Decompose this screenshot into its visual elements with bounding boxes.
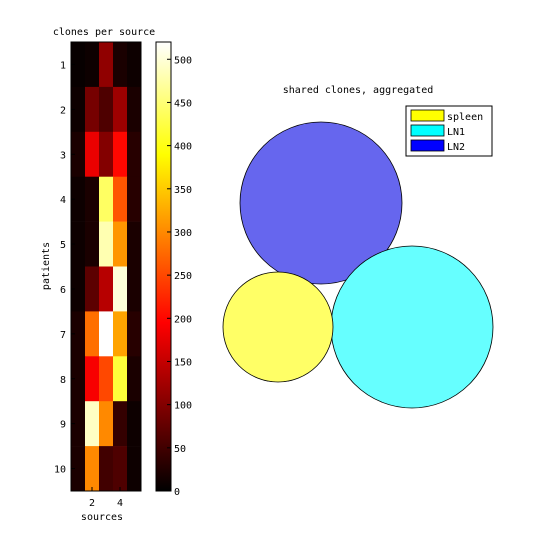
heatmap-cell bbox=[127, 311, 142, 357]
heatmap-cell bbox=[113, 356, 128, 402]
y-tick-label: 1 bbox=[60, 60, 66, 71]
venn-title: shared clones, aggregated bbox=[283, 85, 434, 96]
heatmap-cell bbox=[127, 176, 142, 222]
heatmap-cell bbox=[113, 311, 128, 357]
heatmap-cell bbox=[71, 446, 86, 492]
heatmap-cell bbox=[127, 86, 142, 133]
y-tick-label: 6 bbox=[60, 285, 66, 296]
heatmap-cell bbox=[127, 266, 142, 312]
legend-swatch-ln2 bbox=[410, 139, 445, 152]
colorbar-tick-label: 350 bbox=[174, 185, 192, 196]
heatmap-cell bbox=[127, 356, 142, 402]
y-tick-label: 9 bbox=[60, 420, 66, 431]
heatmap-cell bbox=[85, 221, 100, 267]
heatmap-cell bbox=[113, 401, 128, 447]
heatmap-cell bbox=[113, 42, 128, 88]
heatmap-cell bbox=[113, 221, 128, 267]
colorbar-tick-label: 200 bbox=[174, 314, 192, 325]
colorbar-tick-label: 0 bbox=[174, 487, 180, 498]
heatmap-cell bbox=[113, 266, 128, 312]
colorbar-tick-label: 500 bbox=[174, 55, 192, 66]
colorbar: 0 50 100 150 200 250 300 350 400 450 500 bbox=[155, 41, 192, 498]
heatmap-cell bbox=[71, 266, 86, 312]
venn-legend: spleen LN1 LN2 bbox=[405, 105, 493, 157]
heatmap-cell bbox=[127, 221, 142, 267]
heatmap-cell bbox=[71, 311, 86, 357]
y-tick-label: 2 bbox=[60, 105, 66, 116]
heatmap-cell bbox=[99, 311, 114, 357]
legend-swatch-spleen bbox=[410, 109, 445, 122]
heatmap-cell bbox=[113, 176, 128, 222]
heatmap-cell bbox=[71, 131, 86, 177]
colorbar-tick-label: 250 bbox=[174, 271, 192, 282]
heatmap-cell bbox=[99, 131, 114, 177]
colorbar-tick-label: 150 bbox=[174, 357, 192, 368]
venn-circle-ln2 bbox=[239, 121, 403, 285]
y-tick-label: 10 bbox=[54, 465, 66, 476]
heatmap-x-label: sources bbox=[81, 512, 123, 523]
heatmap-cell bbox=[99, 356, 114, 402]
colorbar-tick-label: 400 bbox=[174, 142, 192, 153]
legend-label-ln1: LN1 bbox=[447, 127, 465, 138]
x-tick-label: 2 bbox=[89, 498, 95, 509]
colorbar-tick-label: 450 bbox=[174, 98, 192, 109]
heatmap-cell bbox=[113, 131, 128, 177]
venn-panel: shared clones, aggregated spleen LN1 LN2 bbox=[222, 85, 494, 409]
heatmap-cell bbox=[85, 401, 100, 447]
heatmap-cell bbox=[85, 356, 100, 402]
colorbar-tick-label: 100 bbox=[174, 401, 192, 412]
heatmap-cell bbox=[71, 401, 86, 447]
heatmap-cell bbox=[99, 42, 114, 88]
heatmap-cell bbox=[99, 401, 114, 447]
heatmap-cell bbox=[113, 446, 128, 492]
y-tick-label: 8 bbox=[60, 375, 66, 386]
colorbar-gradient bbox=[155, 41, 172, 492]
colorbar-tick-label: 300 bbox=[174, 228, 192, 239]
heatmap-cell bbox=[99, 446, 114, 492]
heatmap-y-label: patients bbox=[41, 242, 52, 290]
y-tick-label: 5 bbox=[60, 240, 66, 251]
heatmap-cell bbox=[99, 86, 114, 133]
legend-swatch-ln1 bbox=[410, 124, 445, 137]
legend-label-ln2: LN2 bbox=[447, 142, 465, 153]
heatmap-cell bbox=[85, 86, 100, 133]
y-tick-label: 4 bbox=[60, 195, 66, 206]
legend-label-spleen: spleen bbox=[447, 112, 483, 123]
heatmap-frame bbox=[70, 41, 142, 492]
heatmap-cell bbox=[127, 401, 142, 447]
heatmap-cell bbox=[85, 446, 100, 492]
heatmap-cell bbox=[99, 176, 114, 222]
heatmap-cell bbox=[113, 86, 128, 133]
venn-circle-spleen bbox=[222, 271, 334, 383]
heatmap-cell bbox=[85, 266, 100, 312]
venn-circle-ln1 bbox=[330, 245, 494, 409]
heatmap-cell bbox=[71, 42, 86, 88]
heatmap-cell bbox=[127, 42, 142, 88]
heatmap-cell bbox=[71, 176, 86, 222]
heatmap-y-ticks: 1 2 3 4 5 6 7 8 9 10 bbox=[54, 60, 75, 476]
heatmap-cell bbox=[71, 221, 86, 267]
heatmap-title: clones per source bbox=[53, 27, 155, 38]
heatmap-cell bbox=[127, 446, 142, 492]
heatmap-cell bbox=[85, 131, 100, 177]
heatmap-cell bbox=[85, 311, 100, 357]
heatmap-cell bbox=[127, 131, 142, 177]
x-tick-label: 4 bbox=[117, 498, 123, 509]
y-tick-label: 3 bbox=[60, 150, 66, 161]
y-tick-label: 7 bbox=[60, 330, 66, 341]
heatmap-cell bbox=[71, 86, 86, 133]
heatmap-cell bbox=[71, 356, 86, 402]
colorbar-ticks: 0 50 100 150 200 250 300 350 400 450 500 bbox=[167, 55, 192, 498]
heatmap-cell bbox=[99, 221, 114, 267]
heatmap-cell bbox=[85, 176, 100, 222]
heatmap-cells bbox=[71, 42, 142, 492]
heatmap-cell bbox=[99, 266, 114, 312]
heatmap-cell bbox=[85, 42, 100, 88]
colorbar-tick-label: 50 bbox=[174, 444, 186, 455]
